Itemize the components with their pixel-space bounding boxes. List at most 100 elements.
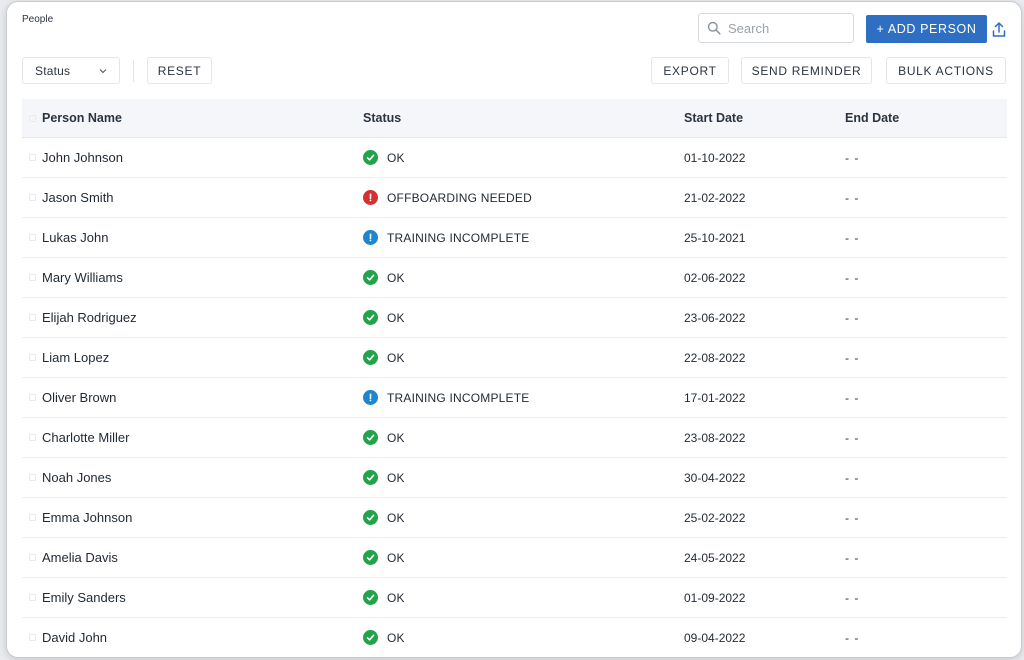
- search-input[interactable]: [728, 20, 848, 36]
- person-name-cell[interactable]: Emily Sanders: [42, 590, 126, 605]
- status-text: OK: [387, 470, 405, 485]
- header-end-date[interactable]: End Date: [845, 111, 900, 125]
- end-date-cell: - -: [845, 630, 860, 645]
- select-all-checkbox[interactable]: [28, 114, 36, 122]
- send-reminder-button[interactable]: SEND REMINDER: [741, 57, 872, 84]
- table-row[interactable]: David John OK 09-04-2022 - -: [22, 618, 1007, 657]
- table-row[interactable]: John Johnson OK 01-10-2022 - -: [22, 138, 1007, 178]
- status-cell: OK: [363, 470, 684, 485]
- row-checkbox[interactable]: [28, 274, 36, 281]
- person-name-cell[interactable]: Noah Jones: [42, 470, 112, 485]
- row-checkbox-cell: [22, 234, 42, 241]
- end-date-cell: - -: [845, 510, 860, 525]
- end-date-cell: - -: [845, 150, 860, 165]
- person-name-cell[interactable]: Mary Williams: [42, 270, 123, 285]
- person-name-cell[interactable]: Lukas John: [42, 230, 109, 245]
- end-date-cell: - -: [845, 230, 860, 245]
- start-date-cell: 23-08-2022: [684, 430, 746, 445]
- bulk-actions-button[interactable]: BULK ACTIONS: [886, 57, 1006, 84]
- row-checkbox-cell: [22, 554, 42, 561]
- header-status[interactable]: Status: [363, 111, 402, 125]
- status-cell: OK: [363, 590, 684, 605]
- status-text: OK: [387, 310, 405, 325]
- table-row[interactable]: Emma Johnson OK 25-02-2022 - -: [22, 498, 1007, 538]
- end-date-cell: - -: [845, 430, 860, 445]
- end-date-cell: - -: [845, 190, 860, 205]
- search-box[interactable]: [698, 13, 854, 43]
- person-name-cell[interactable]: Amelia Davis: [42, 550, 118, 565]
- table-header: Person Name Status Start Date End Date: [22, 99, 1007, 138]
- start-date-cell: 24-05-2022: [684, 550, 746, 565]
- row-checkbox-cell: [22, 354, 42, 361]
- check-circle-icon: [363, 270, 378, 285]
- status-text: TRAINING INCOMPLETE: [387, 390, 530, 405]
- row-checkbox[interactable]: [28, 634, 36, 641]
- status-text: OK: [387, 590, 405, 605]
- table-row[interactable]: Elijah Rodriguez OK 23-06-2022 - -: [22, 298, 1007, 338]
- status-text: OK: [387, 630, 405, 645]
- chevron-down-icon: [99, 68, 107, 73]
- person-name-cell[interactable]: Elijah Rodriguez: [42, 310, 137, 325]
- person-name-cell[interactable]: Liam Lopez: [42, 350, 110, 365]
- status-text: OK: [387, 430, 405, 445]
- info-circle-icon: [363, 390, 378, 405]
- person-name-cell[interactable]: Jason Smith: [42, 190, 114, 205]
- check-circle-icon: [363, 550, 378, 565]
- person-name-cell[interactable]: Emma Johnson: [42, 510, 133, 525]
- check-circle-icon: [363, 150, 378, 165]
- status-text: OK: [387, 550, 405, 565]
- row-checkbox[interactable]: [28, 354, 36, 361]
- check-circle-icon: [363, 630, 378, 645]
- table-row[interactable]: Amelia Davis OK 24-05-2022 - -: [22, 538, 1007, 578]
- table-row[interactable]: Noah Jones OK 30-04-2022 - -: [22, 458, 1007, 498]
- check-circle-icon: [363, 350, 378, 365]
- table-row[interactable]: Mary Williams OK 02-06-2022 - -: [22, 258, 1007, 298]
- status-text: OK: [387, 350, 405, 365]
- upload-icon[interactable]: [992, 22, 1006, 38]
- row-checkbox[interactable]: [28, 514, 36, 521]
- status-cell: TRAINING INCOMPLETE: [363, 390, 684, 405]
- status-cell: TRAINING INCOMPLETE: [363, 230, 684, 245]
- person-name-cell[interactable]: Oliver Brown: [42, 390, 117, 405]
- start-date-cell: 25-10-2021: [684, 230, 746, 245]
- table-row[interactable]: Oliver Brown TRAINING INCOMPLETE 17-01-202…: [22, 378, 1007, 418]
- row-checkbox[interactable]: [28, 194, 36, 201]
- person-name-cell[interactable]: David John: [42, 630, 108, 645]
- row-checkbox[interactable]: [28, 394, 36, 401]
- select-all-cell: [22, 114, 42, 122]
- person-name-cell[interactable]: Charlotte Miller: [42, 430, 130, 445]
- add-person-button[interactable]: + ADD PERSON: [866, 15, 987, 43]
- person-name-cell[interactable]: John Johnson: [42, 150, 123, 165]
- status-filter-dropdown[interactable]: Status: [22, 57, 120, 84]
- status-text: OK: [387, 510, 405, 525]
- row-checkbox[interactable]: [28, 434, 36, 441]
- row-checkbox-cell: [22, 154, 42, 161]
- status-cell: OK: [363, 630, 684, 645]
- row-checkbox[interactable]: [28, 474, 36, 481]
- row-checkbox-cell: [22, 194, 42, 201]
- header-start-date[interactable]: Start Date: [684, 111, 744, 125]
- status-cell: OK: [363, 310, 684, 325]
- row-checkbox[interactable]: [28, 234, 36, 241]
- header-person-name[interactable]: Person Name: [42, 111, 122, 125]
- row-checkbox[interactable]: [28, 594, 36, 601]
- table-body: John Johnson OK 01-10-2022 - - Jason Smith OF…: [22, 138, 1007, 657]
- status-text: TRAINING INCOMPLETE: [387, 230, 530, 245]
- start-date-cell: 22-08-2022: [684, 350, 746, 365]
- row-checkbox[interactable]: [28, 154, 36, 161]
- check-circle-icon: [363, 310, 378, 325]
- status-cell: OK: [363, 510, 684, 525]
- row-checkbox-cell: [22, 514, 42, 521]
- table-row[interactable]: Lukas John TRAINING INCOMPLETE 25-10-2021 -…: [22, 218, 1007, 258]
- table-row[interactable]: Charlotte Miller OK 23-08-2022 - -: [22, 418, 1007, 458]
- info-circle-icon: [363, 230, 378, 245]
- status-cell: OK: [363, 550, 684, 565]
- row-checkbox[interactable]: [28, 314, 36, 321]
- export-button[interactable]: EXPORT: [651, 57, 729, 84]
- table-row[interactable]: Liam Lopez OK 22-08-2022 - -: [22, 338, 1007, 378]
- table-row[interactable]: Emily Sanders OK 01-09-2022 - -: [22, 578, 1007, 618]
- end-date-cell: - -: [845, 350, 860, 365]
- row-checkbox[interactable]: [28, 554, 36, 561]
- table-row[interactable]: Jason Smith OFFBOARDING NEEDED 21-02-2022 -…: [22, 178, 1007, 218]
- reset-button[interactable]: RESET: [147, 57, 212, 84]
